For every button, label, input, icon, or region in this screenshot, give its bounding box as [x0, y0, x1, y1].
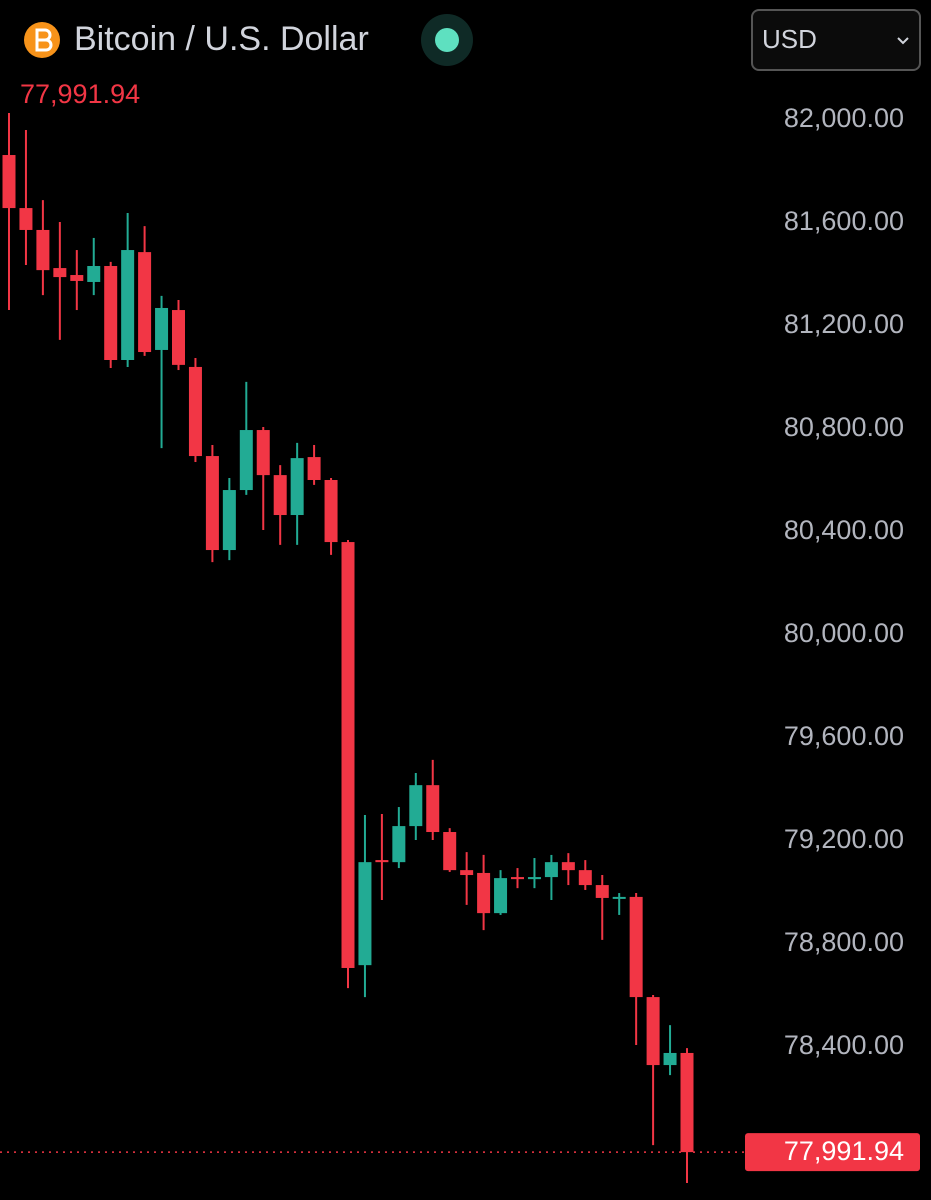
- candle-body: [36, 229, 50, 271]
- candle-body: [629, 896, 643, 998]
- last-price-label: 77,991.94: [784, 1136, 904, 1166]
- candle-body: [477, 872, 491, 914]
- candle-body: [341, 542, 355, 968]
- candle-body: [188, 366, 202, 457]
- currency-select[interactable]: USD: [751, 9, 921, 71]
- currency-box[interactable]: [751, 9, 921, 71]
- candle-body: [595, 885, 609, 898]
- chevron[interactable]: [897, 37, 909, 45]
- candle-body: [663, 1052, 677, 1066]
- symbol-header: Bitcoin / U.S. Dollar 77,991.94: [20, 14, 473, 109]
- candle-body: [155, 307, 169, 350]
- price-axis: 82,000.00 81,600.00 81,200.00 80,800.00 80,4…: [745, 103, 920, 1172]
- symbol-title: Bitcoin / U.S. Dollar: [74, 20, 369, 58]
- plot-area: [0, 113, 745, 1184]
- candle-body: [358, 862, 372, 966]
- candle-body: [511, 877, 524, 880]
- candle-body: [544, 862, 558, 878]
- candle-body: [138, 252, 152, 353]
- y-tick-label: 78,400.00: [784, 1030, 904, 1060]
- candle-body: [87, 266, 101, 282]
- candle-body: [426, 785, 440, 833]
- y-tick-label: 80,000.00: [784, 618, 904, 648]
- candle-body: [646, 997, 660, 1066]
- candle-body: [612, 896, 626, 899]
- candle-body: [392, 826, 406, 863]
- candle-body: [104, 266, 118, 360]
- candle-body: [460, 870, 474, 876]
- candle-body: [443, 832, 457, 871]
- candle-body: [273, 475, 287, 516]
- candle-body: [375, 860, 389, 863]
- candle-body: [222, 490, 236, 551]
- y-tick-label: 79,200.00: [784, 824, 904, 854]
- candle-body: [256, 430, 270, 476]
- y-tick-label: 80,400.00: [784, 515, 904, 545]
- candle-body: [205, 456, 219, 551]
- candle-body: [409, 785, 423, 827]
- candle-body: [70, 275, 84, 281]
- candle-body: [527, 877, 541, 880]
- candle-body: [494, 878, 508, 914]
- candle-body: [2, 155, 16, 209]
- candle-body: [324, 480, 338, 543]
- y-tick-label: 82,000.00: [784, 103, 904, 133]
- header-price: 77,991.94: [20, 79, 140, 109]
- y-tick-label: 78,800.00: [784, 927, 904, 957]
- y-tick-label: 81,600.00: [784, 206, 904, 236]
- status-dot: [435, 28, 459, 52]
- candle-body: [561, 862, 575, 871]
- candle-body: [53, 268, 67, 278]
- candle-body: [172, 310, 185, 365]
- currency-label[interactable]: USD: [762, 24, 817, 54]
- y-tick-label: 79,600.00: [784, 721, 904, 751]
- y-tick-label: 81,200.00: [784, 309, 904, 339]
- candle-body: [290, 458, 304, 516]
- y-tick-label: 80,800.00: [784, 412, 904, 442]
- bitcoin-glyph: [35, 28, 53, 52]
- candle-body: [121, 250, 135, 360]
- last-price-tag: [745, 1133, 920, 1172]
- candle-body: [239, 430, 253, 491]
- candle-body: [680, 1052, 694, 1153]
- candle-body: [307, 457, 321, 480]
- candle-body: [19, 208, 33, 230]
- candle-body: [578, 870, 592, 886]
